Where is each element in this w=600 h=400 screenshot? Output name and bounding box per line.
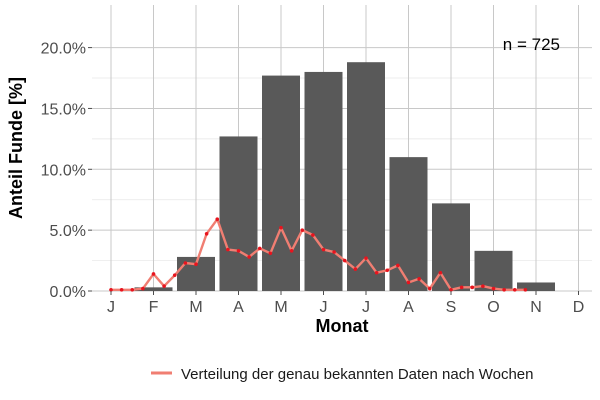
line-point [491,286,496,291]
line-point [417,277,421,281]
line-point [109,287,113,292]
line-point [449,287,453,292]
line-point [257,246,262,251]
line-point [194,262,198,267]
line-point [162,284,166,288]
line-point [342,258,347,263]
x-tick-label: A [233,299,244,316]
bar [304,71,343,291]
line-point [502,287,506,292]
y-tick-label: 10.0% [41,162,86,179]
x-tick-label: D [573,299,585,316]
line-point [215,217,220,221]
line-point [311,233,315,237]
bar-series [134,62,555,292]
bar [262,75,300,291]
line-point [427,286,432,291]
line-point [364,256,368,260]
bar [517,282,555,291]
line-point [459,285,464,290]
y-axis-title: Anteil Funde [%] [6,77,26,219]
line-point [396,263,400,268]
line-point [523,287,528,292]
x-tick-label: J [320,299,328,316]
line-point [204,232,209,236]
x-tick-label: M [189,299,202,316]
annotation-n: n = 725 [503,35,560,54]
y-tick-label: 15.0% [41,101,86,118]
x-tick-label: N [530,299,542,316]
x-tick-label: J [362,299,370,316]
line-point [353,267,358,271]
bar [219,136,258,291]
legend: Verteilung der genau bekannten Daten nac… [151,366,534,383]
bar [134,287,173,291]
line-point [374,270,379,275]
line-point [279,225,283,230]
line-point [438,270,443,275]
line-point [481,284,485,288]
x-tick-label: F [149,299,159,316]
line-point [289,249,294,253]
bar [347,62,385,292]
line-point [183,261,188,265]
x-tick-label: S [446,299,457,316]
line-point [141,286,145,291]
weekly-line-series [109,217,528,292]
line-point [512,287,517,292]
y-axis-ticks: 0.0% 5.0% 10.0% 15.0% 20.0% [41,41,92,301]
line-point [406,280,411,285]
bar [474,250,513,291]
x-axis-title: Monat [316,316,369,336]
y-tick-label: 20.0% [41,41,86,58]
line-point [300,228,305,232]
x-tick-label: O [487,299,499,316]
line-point [268,251,273,256]
line-point [172,273,177,277]
y-tick-label: 0.0% [50,284,86,301]
line-point [321,247,326,252]
legend-label: Verteilung der genau bekannten Daten nac… [181,366,534,383]
y-tick-label: 5.0% [50,223,86,240]
line-point [247,255,251,259]
line-point [236,249,241,253]
line-point [226,247,230,252]
line-point [470,285,475,290]
line-point [151,272,156,276]
line-point [332,250,336,254]
x-tick-label: M [274,299,287,316]
line-point [130,287,135,292]
x-tick-label: A [403,299,414,316]
line-point [119,287,124,292]
bar [389,157,428,291]
line-path [111,217,526,291]
line-point [385,268,390,273]
x-tick-label: J [107,299,115,316]
